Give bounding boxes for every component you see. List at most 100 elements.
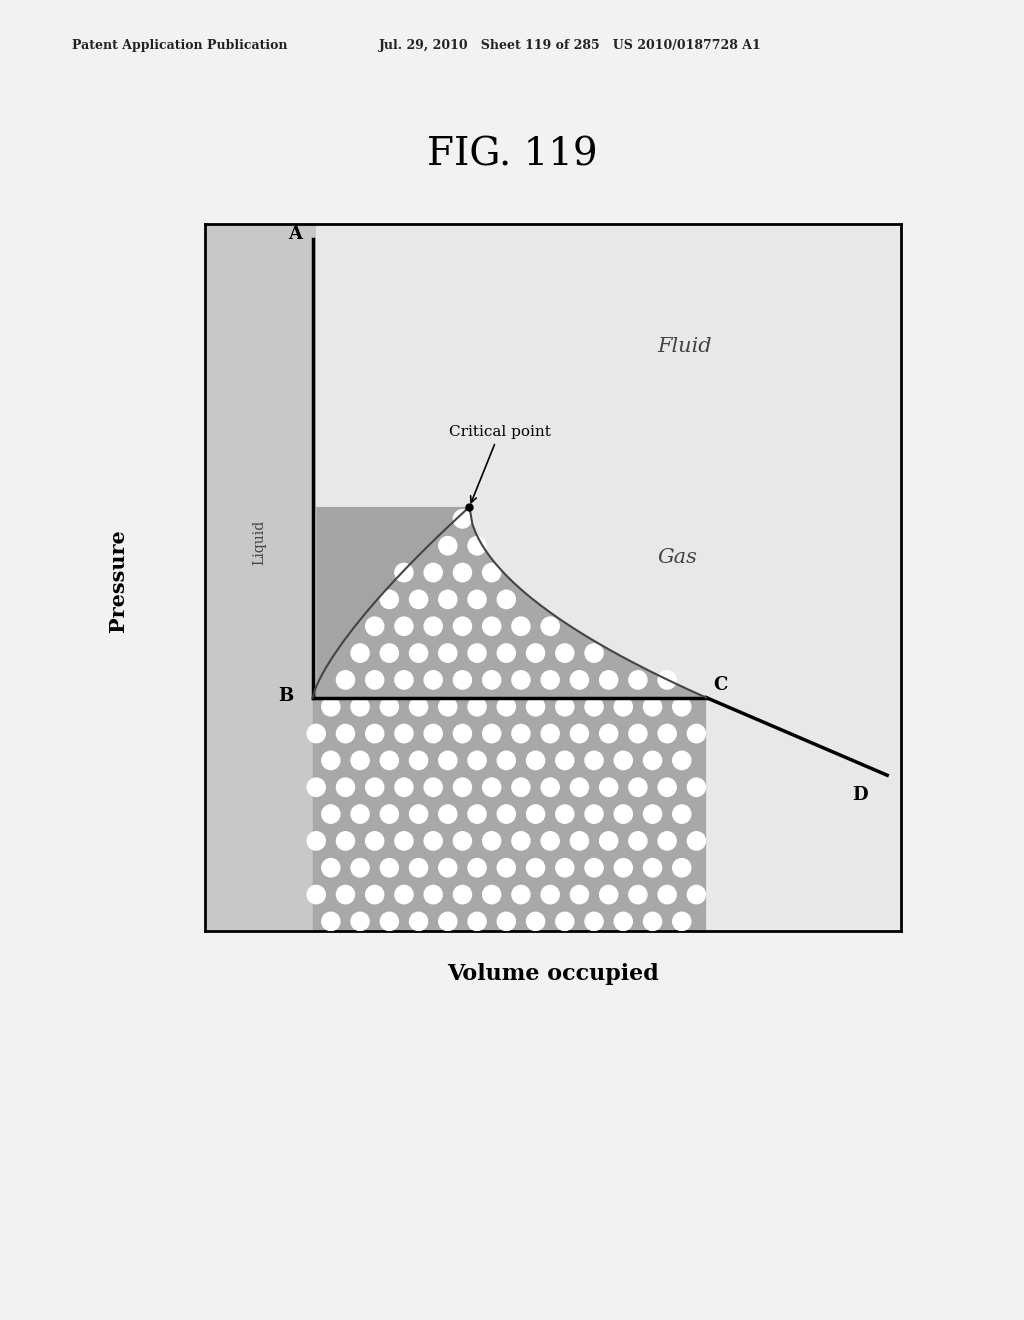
Circle shape	[512, 832, 530, 850]
Circle shape	[322, 751, 340, 770]
Circle shape	[526, 644, 545, 663]
Circle shape	[307, 725, 326, 743]
Circle shape	[454, 886, 471, 904]
Circle shape	[600, 725, 617, 743]
Circle shape	[600, 671, 617, 689]
Circle shape	[526, 697, 545, 715]
Circle shape	[424, 832, 442, 850]
Circle shape	[570, 832, 589, 850]
Circle shape	[307, 832, 326, 850]
Circle shape	[498, 858, 515, 876]
Circle shape	[658, 777, 676, 796]
Circle shape	[687, 777, 706, 796]
Text: D: D	[852, 785, 868, 804]
Circle shape	[351, 751, 369, 770]
Circle shape	[366, 725, 384, 743]
Circle shape	[366, 671, 384, 689]
Circle shape	[337, 832, 354, 850]
Circle shape	[454, 832, 471, 850]
Circle shape	[322, 912, 340, 931]
Circle shape	[468, 805, 486, 824]
Circle shape	[585, 644, 603, 663]
Circle shape	[643, 858, 662, 876]
Circle shape	[556, 858, 573, 876]
Circle shape	[380, 644, 398, 663]
Circle shape	[526, 912, 545, 931]
Circle shape	[658, 886, 676, 904]
Circle shape	[570, 671, 589, 689]
Circle shape	[643, 912, 662, 931]
Circle shape	[482, 564, 501, 582]
Circle shape	[585, 805, 603, 824]
Circle shape	[541, 886, 559, 904]
Circle shape	[614, 805, 633, 824]
Circle shape	[556, 751, 573, 770]
Circle shape	[658, 832, 676, 850]
Circle shape	[498, 644, 515, 663]
Circle shape	[438, 805, 457, 824]
Text: Critical point: Critical point	[449, 425, 550, 503]
Circle shape	[482, 671, 501, 689]
Circle shape	[643, 697, 662, 715]
Circle shape	[673, 751, 691, 770]
Circle shape	[498, 912, 515, 931]
Circle shape	[322, 858, 340, 876]
Circle shape	[673, 912, 691, 931]
Circle shape	[512, 616, 530, 635]
Circle shape	[570, 886, 589, 904]
Circle shape	[424, 616, 442, 635]
Circle shape	[482, 725, 501, 743]
Circle shape	[454, 725, 471, 743]
Circle shape	[600, 886, 617, 904]
Circle shape	[395, 564, 413, 582]
Circle shape	[643, 751, 662, 770]
Circle shape	[424, 564, 442, 582]
Circle shape	[307, 777, 326, 796]
Circle shape	[366, 832, 384, 850]
Circle shape	[424, 725, 442, 743]
Circle shape	[424, 671, 442, 689]
Circle shape	[629, 671, 647, 689]
Polygon shape	[312, 507, 469, 697]
Circle shape	[512, 671, 530, 689]
Circle shape	[585, 858, 603, 876]
Text: Pressure: Pressure	[108, 529, 128, 632]
Circle shape	[410, 858, 428, 876]
Circle shape	[366, 616, 384, 635]
Circle shape	[498, 751, 515, 770]
Polygon shape	[205, 224, 901, 931]
Circle shape	[526, 858, 545, 876]
Circle shape	[468, 644, 486, 663]
Circle shape	[351, 644, 369, 663]
Circle shape	[526, 805, 545, 824]
Circle shape	[673, 805, 691, 824]
Circle shape	[351, 858, 369, 876]
Text: Fluid: Fluid	[657, 337, 712, 355]
Circle shape	[570, 725, 589, 743]
Circle shape	[673, 697, 691, 715]
Circle shape	[351, 697, 369, 715]
Circle shape	[351, 912, 369, 931]
Circle shape	[498, 697, 515, 715]
Text: Patent Application Publication: Patent Application Publication	[72, 38, 287, 51]
Circle shape	[322, 805, 340, 824]
Circle shape	[468, 536, 486, 554]
Circle shape	[395, 777, 413, 796]
Circle shape	[366, 886, 384, 904]
Circle shape	[482, 777, 501, 796]
Circle shape	[468, 697, 486, 715]
Circle shape	[687, 725, 706, 743]
Circle shape	[541, 832, 559, 850]
Circle shape	[541, 616, 559, 635]
Circle shape	[307, 886, 326, 904]
Text: Jul. 29, 2010   Sheet 119 of 285   US 2010/0187728 A1: Jul. 29, 2010 Sheet 119 of 285 US 2010/0…	[379, 38, 762, 51]
Circle shape	[585, 697, 603, 715]
Circle shape	[629, 725, 647, 743]
Circle shape	[556, 912, 573, 931]
Polygon shape	[312, 507, 707, 931]
Circle shape	[410, 697, 428, 715]
Circle shape	[337, 886, 354, 904]
Circle shape	[410, 751, 428, 770]
Circle shape	[395, 886, 413, 904]
Text: Liquid: Liquid	[252, 520, 266, 565]
